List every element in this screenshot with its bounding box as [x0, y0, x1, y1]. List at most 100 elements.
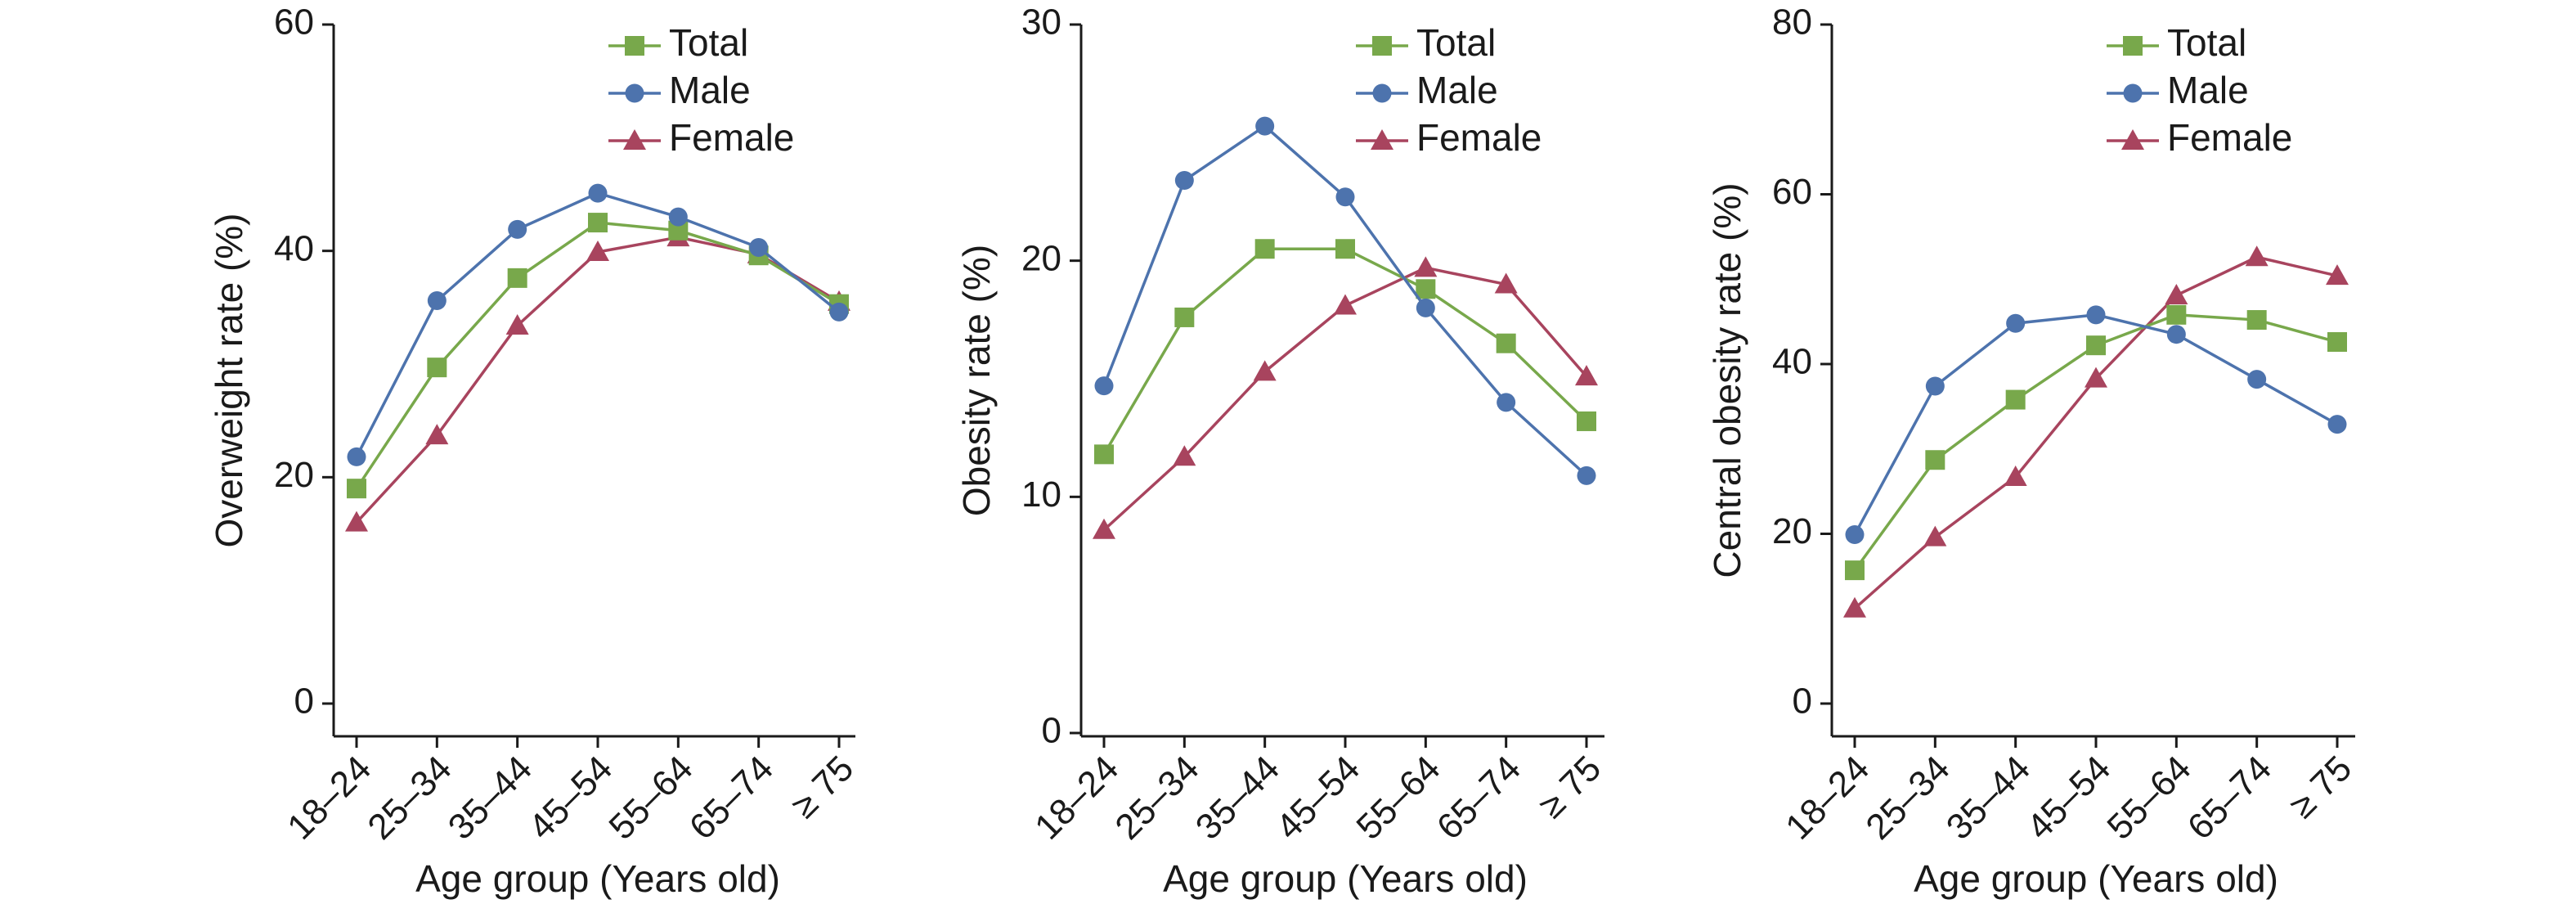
- legend-item-female: Female: [1356, 116, 1542, 159]
- data-point-female: [1173, 445, 1196, 466]
- x-tick-label: 25–34: [360, 749, 459, 848]
- x-tick-label: 55–64: [1349, 749, 1447, 848]
- data-point-male: [1335, 187, 1355, 207]
- data-point-female: [1575, 365, 1598, 386]
- y-tick-label: 40: [1772, 342, 1812, 382]
- legend-label: Total: [2167, 21, 2246, 64]
- data-point-total: [2086, 335, 2106, 356]
- y-tick-label: 60: [1772, 172, 1812, 212]
- data-point-female: [2245, 245, 2269, 267]
- data-point-female: [1253, 360, 1277, 381]
- y-tick-label: 30: [1021, 2, 1061, 43]
- data-point-male: [347, 447, 366, 466]
- data-point-total: [2246, 310, 2267, 331]
- data-point-total: [1925, 450, 1945, 470]
- legend-label: Total: [669, 21, 748, 64]
- x-tick-label: 65–74: [2180, 749, 2279, 848]
- legend-marker: [2121, 129, 2144, 150]
- data-point-total: [2327, 332, 2347, 353]
- data-point-female: [1923, 525, 1947, 546]
- data-point-male: [2006, 313, 2026, 333]
- data-point-female: [1494, 272, 1518, 294]
- data-point-male: [829, 302, 849, 322]
- data-point-male: [1925, 376, 1945, 396]
- x-tick-label: 55–64: [601, 749, 700, 848]
- data-point-female: [1843, 596, 1866, 618]
- data-point-female: [2085, 367, 2107, 388]
- data-point-male: [427, 291, 447, 311]
- x-tick-label: 35–44: [441, 749, 540, 848]
- data-point-male: [1255, 116, 1275, 136]
- x-tick-label: 45–54: [2019, 749, 2118, 848]
- data-point-female: [1414, 256, 1438, 277]
- legend-label: Female: [2167, 116, 2292, 159]
- y-tick-label: 20: [1772, 511, 1812, 551]
- legend-item-total: Total: [1356, 21, 1496, 64]
- y-tick-label: 0: [1042, 711, 1061, 751]
- data-point-female: [1093, 518, 1115, 539]
- data-point-total: [1335, 239, 1355, 259]
- legend-marker: [1372, 36, 1392, 56]
- x-tick-label: 55–64: [2099, 749, 2198, 848]
- data-point-male: [508, 219, 527, 239]
- data-point-male: [2086, 305, 2106, 325]
- data-point-total: [427, 358, 447, 378]
- x-tick-label: 18–24: [280, 749, 379, 848]
- legend-marker: [2123, 83, 2143, 103]
- legend-item-male: Male: [2107, 69, 2249, 111]
- x-tick-label: ≥ 75: [2282, 749, 2359, 826]
- x-tick-label: 35–44: [1939, 749, 2038, 848]
- x-tick-label: 45–54: [1268, 749, 1367, 848]
- legend-item-female: Female: [608, 116, 794, 159]
- x-tick-label: 35–44: [1188, 749, 1287, 848]
- series-line-male: [355, 191, 841, 458]
- data-point-male: [1577, 465, 1596, 485]
- data-point-female: [2004, 465, 2027, 486]
- legend-marker: [1372, 83, 1392, 103]
- data-point-total: [2166, 304, 2187, 325]
- legend-marker: [625, 36, 644, 56]
- y-tick-label: 0: [294, 681, 314, 722]
- x-tick-label: 65–74: [682, 749, 781, 848]
- legend-item-male: Male: [608, 69, 751, 111]
- data-point-male: [668, 207, 688, 227]
- x-axis-title: Age group (Years old): [1163, 857, 1528, 900]
- data-point-male: [2247, 370, 2267, 389]
- y-tick-label: 0: [1793, 681, 1812, 722]
- y-axis-title: Central obesity rate (%): [1706, 182, 1748, 578]
- legend-label: Female: [1416, 116, 1542, 159]
- x-axis-title: Age group (Years old): [415, 857, 780, 900]
- data-point-female: [1334, 294, 1357, 315]
- data-point-male: [1094, 376, 1114, 396]
- data-point-female: [505, 313, 529, 335]
- x-tick-label: ≥ 75: [783, 749, 861, 826]
- data-point-total: [1254, 239, 1275, 259]
- legend-item-total: Total: [2107, 21, 2246, 64]
- x-tick-label: ≥ 75: [1531, 749, 1609, 826]
- data-point-female: [425, 424, 449, 445]
- data-point-total: [588, 213, 608, 233]
- x-tick-label: 18–24: [1778, 749, 1877, 848]
- data-point-total: [1577, 411, 1596, 431]
- legend-item-male: Male: [1356, 69, 1498, 111]
- y-tick-label: 20: [274, 455, 314, 495]
- data-point-male: [2327, 415, 2347, 434]
- data-point-total: [1094, 444, 1114, 465]
- legend-label: Male: [2167, 69, 2249, 111]
- y-axis-title: Overweight rate (%): [208, 213, 250, 547]
- data-point-total: [507, 268, 527, 288]
- x-tick-label: 25–34: [1107, 749, 1206, 848]
- legend-marker: [623, 129, 646, 150]
- data-point-total: [347, 479, 366, 499]
- data-point-male: [1174, 171, 1194, 191]
- legend-marker: [1371, 129, 1393, 150]
- legend-item-total: Total: [608, 21, 748, 64]
- legend-marker: [625, 83, 644, 103]
- data-point-total: [1496, 333, 1516, 353]
- legend-label: Male: [669, 69, 751, 111]
- x-tick-label: 18–24: [1027, 749, 1126, 848]
